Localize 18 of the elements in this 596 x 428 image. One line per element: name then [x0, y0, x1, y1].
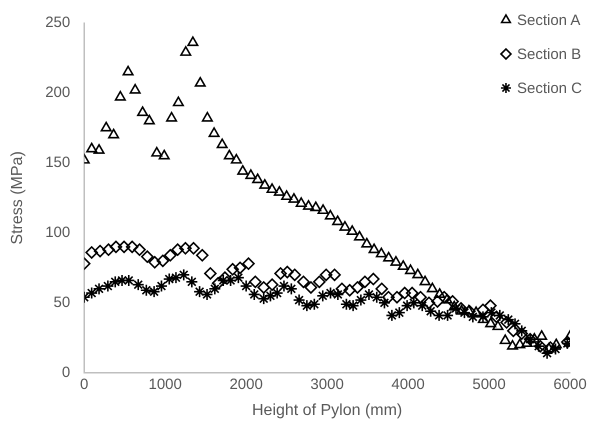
y-tick-label: 250: [45, 14, 70, 32]
x-tick-label: 1000: [148, 376, 182, 393]
x-tick-label: 6000: [553, 376, 587, 393]
y-tick-label: 0: [62, 364, 70, 381]
legend-label: Section C: [516, 80, 582, 98]
x-tick-label: 2000: [229, 376, 263, 393]
legend-label: Section B: [516, 46, 582, 64]
legend-label: Section A: [516, 12, 580, 30]
y-axis-title: Stress (MPa): [9, 151, 26, 245]
x-tick-label: 0: [80, 376, 88, 393]
y-tick-label: 50: [54, 294, 70, 311]
y-tick-label: 200: [45, 84, 70, 102]
x-axis-title: Height of Pylon (mm): [252, 402, 402, 419]
x-tick-label: 4000: [391, 376, 425, 393]
y-tick-label: 150: [45, 154, 70, 172]
y-tick-label: 100: [45, 224, 70, 242]
x-tick-label: 3000: [310, 376, 344, 393]
x-tick-label: 5000: [472, 376, 506, 393]
